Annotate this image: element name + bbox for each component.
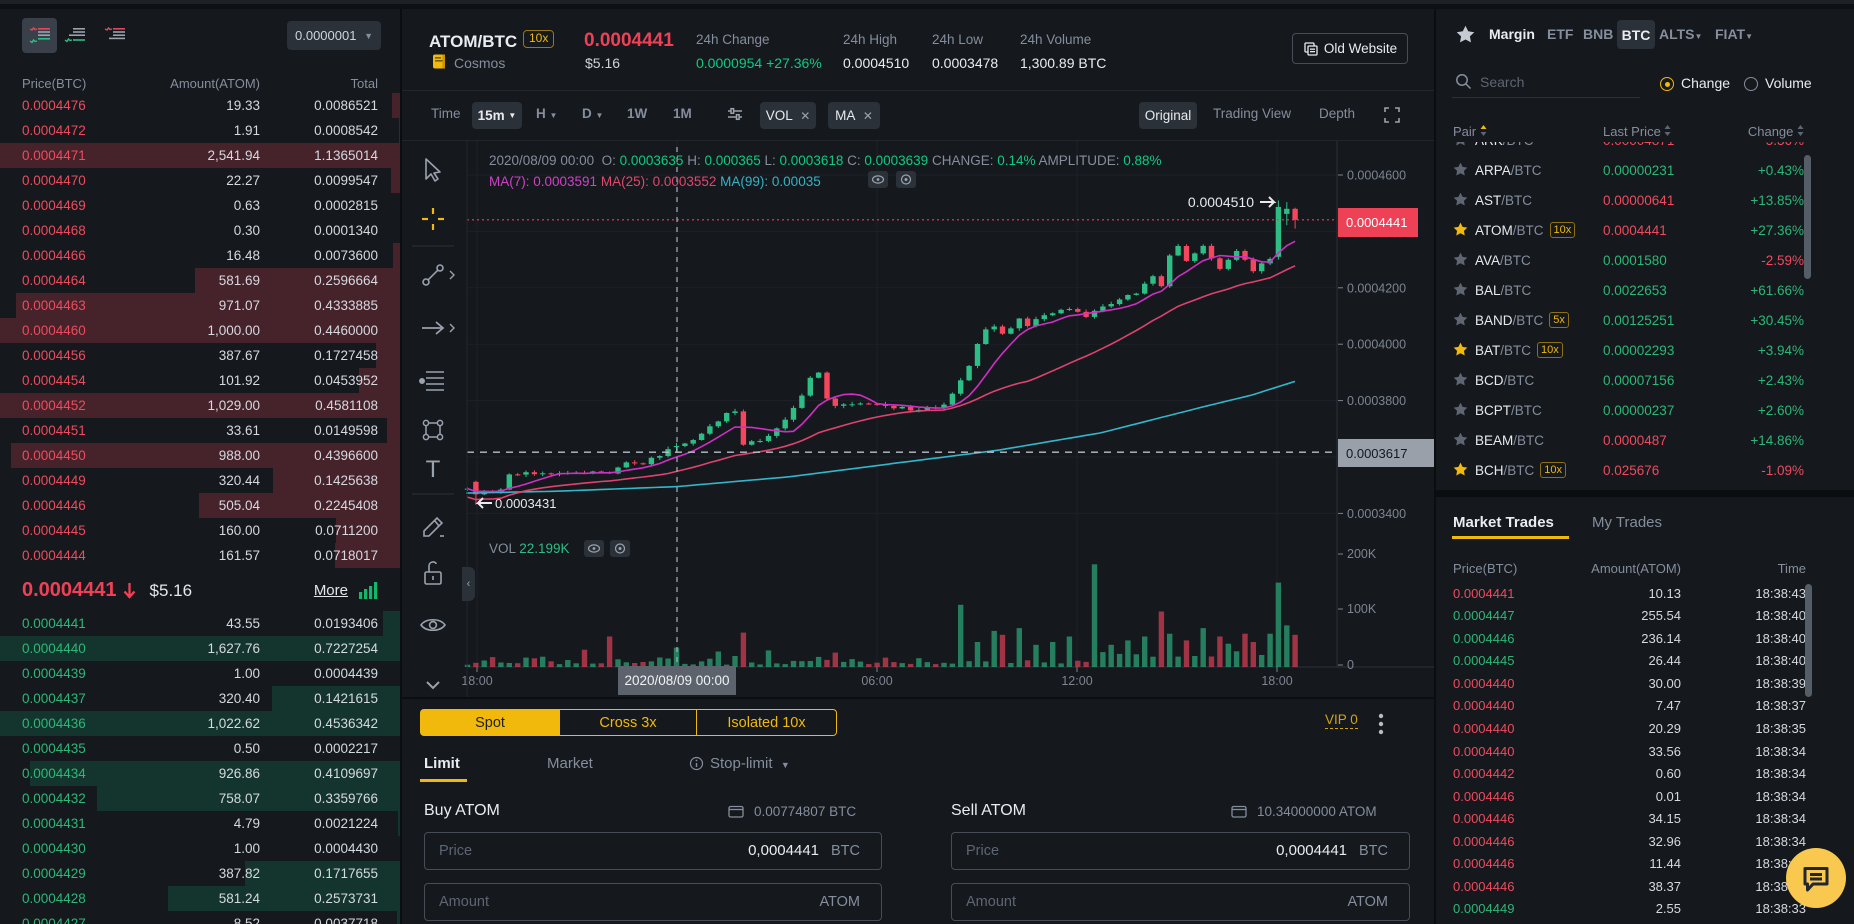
svg-text:2020/08/09 00:00 O: 0.0003635: 2020/08/09 00:00 O: 0.0003635 H: 0.00036… [489, 153, 1162, 168]
svg-text:0.0004510: 0.0004510 [1188, 194, 1254, 210]
svg-text:0.0004441: 0.0004441 [1346, 215, 1407, 230]
svg-text:MA(7): 0.0003591 MA(25): 0.000: MA(7): 0.0003591 MA(25): 0.0003552 MA(99… [489, 174, 821, 189]
svg-text:18:00: 18:00 [1261, 674, 1292, 688]
svg-text:18:00: 18:00 [461, 674, 492, 688]
svg-text:T: T [426, 456, 441, 483]
svg-text:0.0003431: 0.0003431 [495, 496, 556, 511]
svg-text:2020/08/09 00:00: 2020/08/09 00:00 [624, 673, 729, 688]
svg-text:0.0003617: 0.0003617 [1346, 446, 1407, 461]
svg-text:200K: 200K [1347, 547, 1377, 561]
svg-text:0.0003800: 0.0003800 [1347, 394, 1406, 408]
svg-text:0: 0 [1347, 658, 1354, 672]
svg-text:0.0004200: 0.0004200 [1347, 281, 1406, 295]
svg-text:06:00: 06:00 [861, 674, 892, 688]
svg-text:0.0004000: 0.0004000 [1347, 338, 1406, 352]
svg-text:100K: 100K [1347, 602, 1377, 616]
svg-text:0.0003400: 0.0003400 [1347, 507, 1406, 521]
svg-text:12:00: 12:00 [1061, 674, 1092, 688]
svg-text:VOL 22.199K: VOL 22.199K [489, 541, 570, 556]
svg-text:0.0004600: 0.0004600 [1347, 169, 1406, 183]
